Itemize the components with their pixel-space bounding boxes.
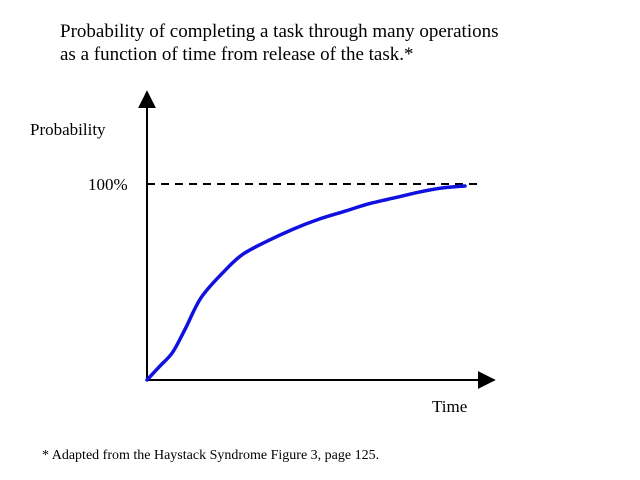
y-axis-label: Probability: [30, 120, 106, 139]
y-tick-label-100: 100%: [88, 175, 128, 194]
series-line-0: [145, 184, 467, 382]
chart-title-line-1: Probability of completing a task through…: [60, 21, 499, 42]
chart-title: Probability of completing a task through…: [60, 20, 620, 66]
x-axis-label: Time: [432, 397, 468, 416]
chart-title-line-2: as a function of time from release of th…: [60, 44, 414, 65]
footnote: * Adapted from the Haystack Syndrome Fig…: [42, 448, 380, 463]
